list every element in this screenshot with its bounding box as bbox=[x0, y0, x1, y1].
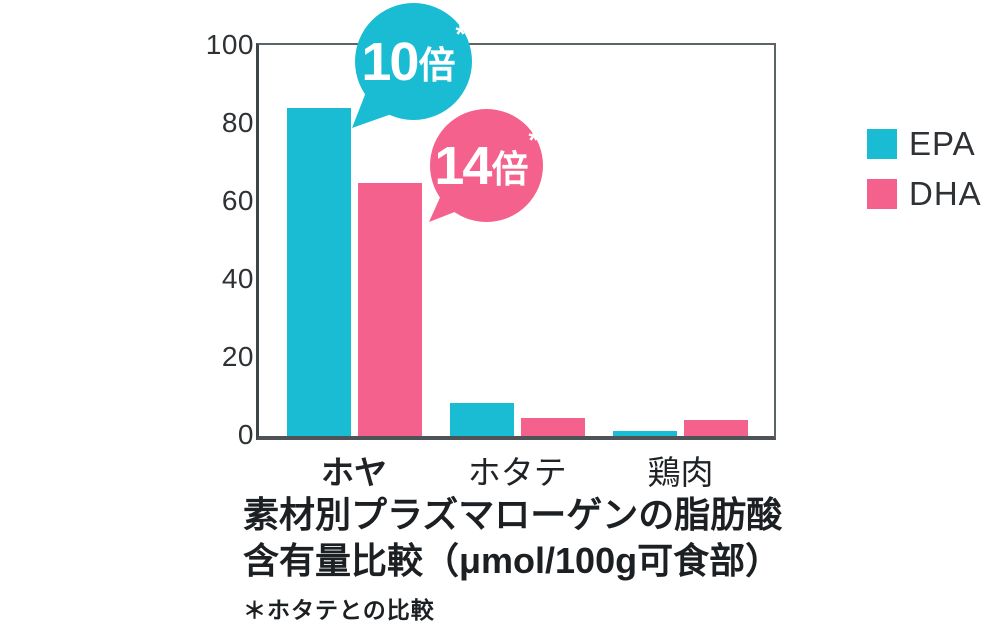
epa-color-swatch bbox=[867, 129, 897, 159]
bar-epa-鶏肉 bbox=[613, 431, 677, 436]
plot-area: EPA DHA bbox=[256, 43, 981, 440]
chart-caption: 素材別プラズマローゲンの脂肪酸 含有量比較（μmol/100g可食部） ＊ホタテ… bbox=[243, 492, 782, 621]
legend: EPA DHA bbox=[867, 125, 982, 229]
epa-ratio-bubble: 10 倍 * bbox=[355, 3, 472, 120]
bar-dha-ホタテ bbox=[520, 418, 585, 436]
epa-ratio-asterisk: * bbox=[455, 19, 466, 49]
dha-ratio-value: 14 bbox=[434, 135, 492, 196]
dha-ratio-bubble: 14 倍 * bbox=[430, 109, 543, 222]
bar-epa-ホタテ bbox=[449, 403, 514, 436]
bar-epa-ホヤ bbox=[286, 108, 351, 436]
dha-color-swatch bbox=[867, 179, 897, 209]
legend-label-dha: DHA bbox=[909, 175, 982, 212]
epa-ratio-value: 10 bbox=[361, 31, 419, 92]
dha-ratio-unit: 倍 bbox=[491, 148, 529, 190]
bar-dha-鶏肉 bbox=[684, 420, 748, 436]
legend-item-dha: DHA bbox=[867, 175, 982, 212]
bar-dha-ホヤ bbox=[357, 182, 422, 436]
caption-footnote: ＊ホタテとの比較 bbox=[243, 597, 435, 621]
dha-ratio-asterisk: * bbox=[528, 125, 539, 155]
x-axis-category-label: 鶏肉 bbox=[647, 454, 714, 491]
y-axis-tick-label: 40 bbox=[221, 263, 254, 294]
x-axis-category-label: ホヤ bbox=[321, 454, 387, 491]
caption-line-1: 素材別プラズマローゲンの脂肪酸 bbox=[243, 494, 783, 535]
caption-line-2: 含有量比較（μmol/100g可食部） bbox=[243, 540, 782, 581]
x-axis: ホヤ ホタテ 鶏肉 bbox=[259, 446, 774, 491]
y-axis-tick-label: 80 bbox=[221, 107, 254, 138]
y-axis-tick-label: 0 bbox=[237, 419, 254, 450]
y-axis-tick-label: 60 bbox=[221, 185, 254, 216]
y-axis-tick-label: 20 bbox=[221, 341, 254, 372]
legend-label-epa: EPA bbox=[909, 125, 976, 162]
bars-layer bbox=[259, 45, 774, 436]
y-axis: 0 20 40 60 80 100 bbox=[130, 30, 254, 450]
x-axis-category-label: ホタテ bbox=[467, 454, 567, 491]
legend-item-epa: EPA bbox=[867, 125, 982, 162]
epa-ratio-unit: 倍 bbox=[418, 44, 456, 86]
epa-bubble-tail bbox=[352, 87, 400, 128]
y-axis-tick-label: 100 bbox=[205, 29, 254, 60]
